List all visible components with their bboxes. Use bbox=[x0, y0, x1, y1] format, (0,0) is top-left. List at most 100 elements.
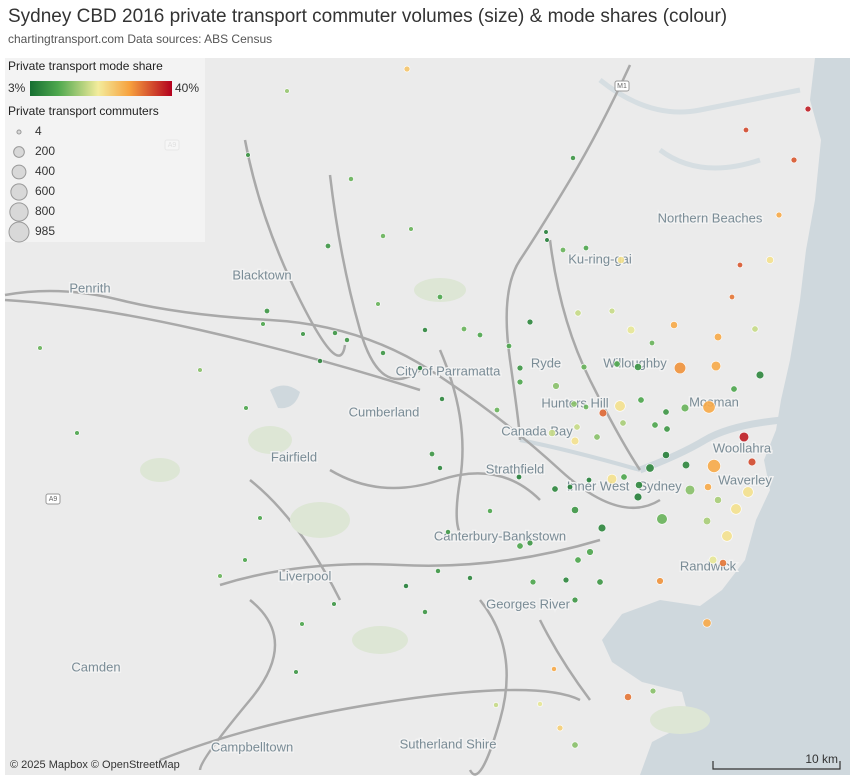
place-label: Woollahra bbox=[713, 440, 772, 455]
commuter-bubble bbox=[217, 573, 223, 579]
place-label: Inner West bbox=[567, 478, 630, 493]
commuter-bubble bbox=[556, 724, 564, 732]
harbour bbox=[638, 416, 783, 474]
commuter-bubble bbox=[435, 568, 441, 574]
commuter-bubble bbox=[637, 396, 645, 404]
commuter-bubble bbox=[751, 325, 759, 333]
place-label: Strathfield bbox=[486, 461, 545, 476]
size-legend-label: 600 bbox=[35, 184, 55, 198]
commuter-bubble bbox=[439, 396, 445, 402]
commuter-bubble bbox=[730, 503, 742, 515]
commuter-bubble bbox=[582, 244, 590, 252]
commuter-bubble bbox=[680, 403, 690, 413]
commuter-bubble bbox=[645, 463, 655, 473]
commuter-bubble bbox=[417, 365, 423, 371]
commuter-bubble bbox=[713, 332, 723, 342]
commuter-bubble bbox=[403, 583, 409, 589]
commuter-bubble bbox=[403, 65, 411, 73]
commuter-bubble bbox=[551, 666, 557, 672]
commuter-bubble bbox=[263, 307, 271, 315]
road-shield-label: M1 bbox=[617, 83, 627, 90]
place-label: Waverley bbox=[718, 472, 772, 487]
commuter-bubble bbox=[634, 363, 642, 371]
size-legend-label: 985 bbox=[35, 224, 55, 238]
commuter-bubble bbox=[422, 609, 428, 615]
color-legend-title: Private transport mode share bbox=[8, 59, 163, 73]
commuter-bubble bbox=[197, 367, 203, 373]
place-label: Penrith bbox=[69, 280, 110, 295]
commuter-bubble bbox=[670, 321, 678, 329]
commuter-bubble bbox=[714, 496, 722, 504]
place-label: Mosman bbox=[689, 394, 739, 409]
size-legend-circle bbox=[11, 164, 27, 180]
commuter-bubble bbox=[299, 621, 305, 627]
commuter-bubble bbox=[635, 481, 643, 489]
commuter-bubble bbox=[573, 423, 581, 431]
subtitle: chartingtransport.com Data sources: ABS … bbox=[8, 32, 273, 46]
commuter-bubble bbox=[260, 321, 266, 327]
commuter-bubble bbox=[408, 226, 414, 232]
commuter-bubble bbox=[728, 293, 736, 301]
size-legend-circle bbox=[9, 202, 29, 222]
place-label: Fairfield bbox=[271, 449, 317, 464]
commuter-bubble bbox=[375, 301, 381, 307]
place-label: Ku-ring-gai bbox=[568, 251, 632, 266]
attribution: © 2025 Mapbox © OpenStreetMap bbox=[10, 759, 180, 771]
size-legend-circle bbox=[8, 221, 30, 243]
commuter-bubble bbox=[766, 256, 774, 264]
commuter-bubble bbox=[537, 701, 543, 707]
commuter-bubble bbox=[626, 325, 636, 335]
commuter-bubble bbox=[710, 360, 722, 372]
commuter-bubble bbox=[331, 601, 337, 607]
commuter-bubble bbox=[293, 669, 299, 675]
commuter-bubble bbox=[300, 331, 306, 337]
place-label: Georges River bbox=[486, 596, 570, 611]
commuter-bubble bbox=[738, 431, 750, 443]
commuter-bubble bbox=[656, 513, 668, 525]
commuter-bubble bbox=[702, 400, 716, 414]
sea bbox=[602, 58, 850, 775]
commuter-bubble bbox=[721, 530, 733, 542]
size-legend-circle bbox=[10, 183, 28, 201]
commuter-bubble bbox=[467, 575, 473, 581]
commuter-bubble bbox=[775, 211, 783, 219]
place-label: Liverpool bbox=[279, 568, 332, 583]
color-legend-bar bbox=[30, 81, 172, 96]
commuter-bubble bbox=[633, 492, 643, 502]
commuter-bubble bbox=[613, 360, 621, 368]
place-label: Randwick bbox=[680, 558, 737, 573]
river bbox=[519, 438, 641, 472]
road-shield bbox=[45, 493, 61, 505]
commuter-bubble bbox=[284, 88, 290, 94]
commuter-bubble bbox=[526, 318, 534, 326]
place-label: Northern Beaches bbox=[658, 210, 763, 225]
size-legend-label: 4 bbox=[35, 124, 42, 138]
commuter-bubble bbox=[649, 687, 657, 695]
commuter-bubble bbox=[332, 330, 338, 336]
commuter-bubble bbox=[580, 363, 588, 371]
commuter-bubble bbox=[730, 385, 738, 393]
commuter-bubble bbox=[548, 429, 556, 437]
commuter-bubble bbox=[437, 465, 443, 471]
commuter-bubble bbox=[516, 364, 524, 372]
commuter-bubble bbox=[487, 508, 493, 514]
commuter-bubble bbox=[663, 425, 671, 433]
size-legend-label: 800 bbox=[35, 204, 55, 218]
commuter-bubble bbox=[348, 176, 354, 182]
commuter-bubble bbox=[552, 382, 560, 390]
commuter-bubble bbox=[673, 361, 687, 375]
commuter-bubble bbox=[516, 378, 524, 386]
commuter-bubble bbox=[559, 246, 567, 254]
commuter-bubble bbox=[526, 539, 534, 547]
place-label: Campbelltown bbox=[211, 739, 293, 754]
commuter-bubble bbox=[317, 358, 323, 364]
commuter-bubble bbox=[570, 436, 580, 446]
commuter-bubble bbox=[544, 237, 550, 243]
commuter-bubble bbox=[597, 523, 607, 533]
commuter-bubble bbox=[702, 516, 712, 526]
commuter-bubble bbox=[742, 486, 754, 498]
scale-bar-label: 10 km bbox=[805, 752, 838, 766]
commuter-bubble bbox=[445, 529, 451, 535]
commuter-bubble bbox=[380, 350, 386, 356]
